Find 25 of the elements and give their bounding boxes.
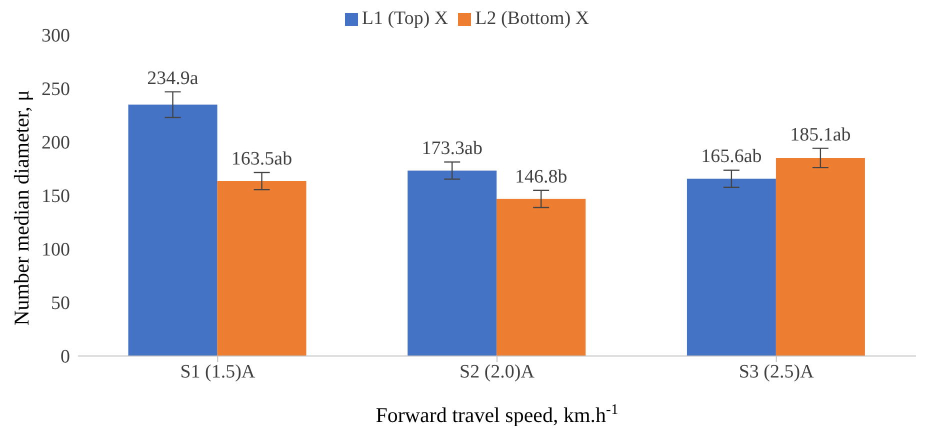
data-label: 165.6ab	[701, 146, 762, 168]
data-label: 185.1ab	[790, 124, 851, 146]
x-tick-label: S2 (2.0)A	[460, 361, 535, 382]
data-label: 163.5ab	[231, 148, 292, 170]
y-axis-title: Number median diameter, μ	[9, 90, 34, 326]
legend-label: L1 (Top) X	[362, 8, 448, 29]
y-tick-label: 150	[42, 186, 70, 208]
y-tick-label: 300	[42, 26, 70, 47]
data-label: 173.3ab	[422, 138, 482, 160]
y-tick-label: 200	[42, 132, 70, 154]
bar	[496, 198, 586, 356]
bar	[776, 158, 865, 356]
data-label: 234.9a	[147, 68, 199, 89]
y-tick-label: 0	[60, 346, 70, 368]
legend-label: L2 (Bottom) X	[475, 8, 590, 29]
x-tick-label: S3 (2.5)A	[738, 361, 814, 382]
y-tick-label: 50	[51, 293, 70, 314]
bar	[408, 170, 497, 356]
bar	[128, 104, 218, 356]
data-label: 146.8b	[514, 166, 568, 188]
bar	[217, 181, 306, 356]
y-tick-label: 100	[42, 240, 70, 261]
y-tick-label: 250	[42, 79, 70, 100]
x-tick-label: S1 (1.5)A	[180, 361, 256, 382]
bar	[686, 178, 776, 356]
